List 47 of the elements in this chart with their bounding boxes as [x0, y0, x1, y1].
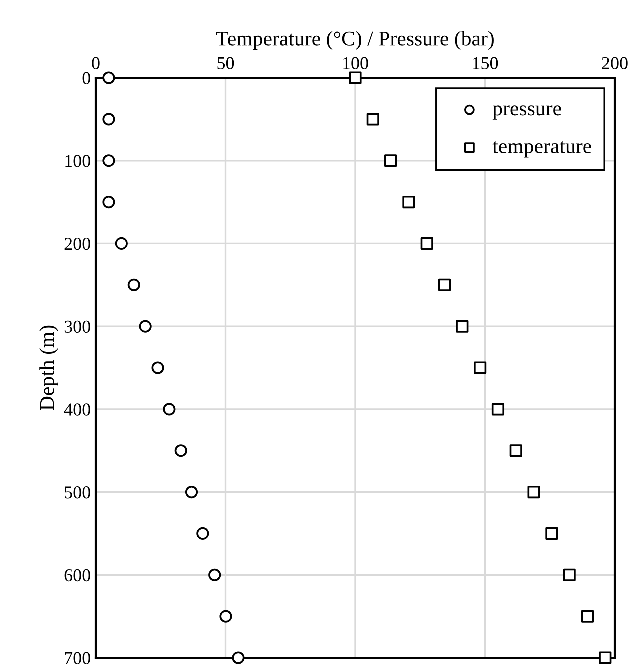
y-tick-label: 200 — [64, 238, 90, 250]
point — [232, 652, 245, 664]
legend-label: temperature — [492, 142, 592, 158]
point — [366, 113, 380, 126]
point — [152, 362, 164, 374]
x-tick-label: 150 — [473, 57, 498, 70]
x-tick-label: 0 — [92, 57, 100, 70]
x-tick-label: 100 — [344, 57, 368, 70]
point — [402, 196, 416, 209]
legend-label: pressure — [492, 106, 562, 120]
point — [456, 320, 469, 333]
point — [438, 278, 452, 292]
point — [102, 113, 116, 126]
point — [599, 652, 612, 664]
point — [528, 486, 540, 499]
point — [546, 527, 558, 540]
point — [510, 444, 522, 458]
point — [163, 403, 176, 416]
point — [384, 154, 398, 168]
point — [196, 527, 210, 540]
point — [139, 320, 152, 333]
y-tick-label: 600 — [64, 569, 90, 582]
point — [220, 610, 232, 623]
point — [102, 154, 116, 168]
y-axis-title: Depth (m) — [40, 326, 58, 410]
point — [563, 568, 576, 582]
point — [128, 278, 140, 292]
point — [208, 568, 222, 582]
y-tick-label: 400 — [64, 404, 90, 416]
point — [492, 403, 505, 416]
y-tick-label: 500 — [65, 486, 90, 499]
point — [581, 610, 594, 623]
point — [349, 72, 362, 84]
point — [102, 196, 116, 209]
point — [474, 362, 487, 374]
point — [185, 486, 198, 499]
x-tick-label: 50 — [218, 57, 234, 70]
x-tick-label: 200 — [602, 57, 628, 70]
x-axis-title: Temperature (°C) / Pressure (bar) — [216, 31, 494, 50]
point — [174, 444, 188, 458]
y-tick-label: 300 — [64, 320, 90, 334]
point — [420, 237, 434, 250]
point — [115, 237, 128, 250]
y-tick-label: 0 — [82, 72, 90, 84]
y-tick-label: 700 — [65, 652, 90, 664]
point — [102, 72, 116, 84]
y-tick-label: 100 — [66, 155, 90, 168]
